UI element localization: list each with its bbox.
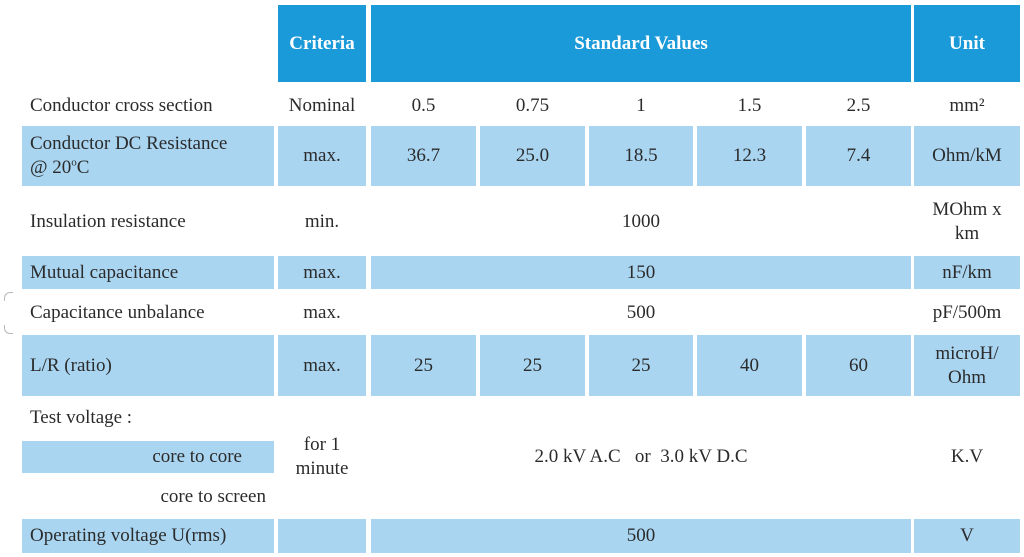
lr-ratio-value-2: 25 bbox=[480, 335, 585, 396]
dc-resistance-value-4: 12.3 bbox=[697, 126, 802, 186]
cross-section-value-2: 0.75 bbox=[515, 95, 550, 116]
insulation-unit: MOhm x km bbox=[914, 193, 1020, 251]
test-voltage-criteria-line2: minute bbox=[295, 458, 349, 479]
insulation-criteria: min. bbox=[304, 211, 340, 232]
operating-voltage-label: Operating voltage U(rms) bbox=[22, 519, 274, 553]
operating-voltage-unit: V bbox=[914, 519, 1020, 553]
standard-values-header: Standard Values bbox=[371, 5, 911, 82]
cross-section-value-5: 2.5 bbox=[846, 95, 871, 116]
lr-ratio-label: L/R (ratio) bbox=[22, 335, 274, 396]
mutual-capacitance-criteria: max. bbox=[278, 256, 366, 289]
dc-resistance-value-1: 36.7 bbox=[371, 126, 476, 186]
dc-resistance-value-2: 25.0 bbox=[480, 126, 585, 186]
insulation-value: 1000 bbox=[622, 211, 660, 232]
lr-ratio-unit-line2: Ohm bbox=[948, 366, 986, 388]
cross-section-criteria: Nominal bbox=[288, 95, 356, 116]
test-voltage-value: 2.0 kV A.C or 3.0 kV D.C bbox=[534, 446, 748, 467]
lr-ratio-criteria: max. bbox=[278, 335, 366, 396]
dc-resistance-criteria: max. bbox=[278, 126, 366, 186]
dc-resistance-value-5: 7.4 bbox=[806, 126, 911, 186]
unit-header: Unit bbox=[914, 5, 1020, 82]
test-voltage-core-to-screen: core to screen bbox=[160, 486, 267, 507]
mutual-capacitance-value: 150 bbox=[371, 256, 911, 289]
cross-section-unit: mm² bbox=[949, 95, 985, 116]
operating-voltage-criteria bbox=[278, 519, 366, 553]
cross-section-value-3: 1 bbox=[636, 95, 646, 116]
dc-resistance-value-3: 18.5 bbox=[589, 126, 693, 186]
lr-ratio-value-1: 25 bbox=[371, 335, 476, 396]
criteria-header: Criteria bbox=[278, 5, 366, 82]
lr-ratio-unit: microH/ Ohm bbox=[914, 335, 1020, 396]
capacitance-unbalance-criteria: max. bbox=[303, 302, 341, 323]
capacitance-unbalance-unit: pF/500m bbox=[932, 302, 1002, 323]
dc-resistance-unit: Ohm/kM bbox=[914, 126, 1020, 186]
test-voltage-label: Test voltage : bbox=[30, 407, 133, 428]
cross-section-value-4: 1.5 bbox=[737, 95, 762, 116]
lr-ratio-value-5: 60 bbox=[806, 335, 911, 396]
operating-voltage-value: 500 bbox=[371, 519, 911, 553]
cross-section-label: Conductor cross section bbox=[30, 95, 213, 116]
mutual-capacitance-label: Mutual capacitance bbox=[22, 256, 274, 289]
lr-ratio-unit-line1: microH/ bbox=[935, 342, 999, 364]
edge-mark bbox=[4, 292, 13, 301]
mutual-capacitance-unit: nF/km bbox=[914, 256, 1020, 289]
lr-ratio-value-3: 25 bbox=[589, 335, 693, 396]
cross-section-value-1: 0.5 bbox=[411, 95, 436, 116]
capacitance-unbalance-value: 500 bbox=[626, 302, 656, 323]
test-voltage-core-to-core: core to core bbox=[22, 441, 274, 473]
test-voltage-criteria: for 1 minute bbox=[278, 430, 366, 484]
test-voltage-criteria-line1: for 1 bbox=[303, 434, 341, 455]
dc-resistance-label: Conductor DC Resistance @ 20oC bbox=[22, 126, 274, 186]
capacitance-unbalance-label: Capacitance unbalance bbox=[30, 302, 205, 323]
edge-mark bbox=[4, 325, 13, 334]
lr-ratio-value-4: 40 bbox=[697, 335, 802, 396]
insulation-label: Insulation resistance bbox=[30, 211, 186, 232]
insulation-unit-line1: MOhm x bbox=[932, 199, 1002, 220]
test-voltage-unit: K.V bbox=[950, 446, 984, 467]
dc-resistance-label-line1: Conductor DC Resistance bbox=[30, 133, 228, 154]
insulation-unit-line2: km bbox=[954, 223, 980, 244]
dc-resistance-label-line2: @ 20oC bbox=[30, 156, 90, 178]
